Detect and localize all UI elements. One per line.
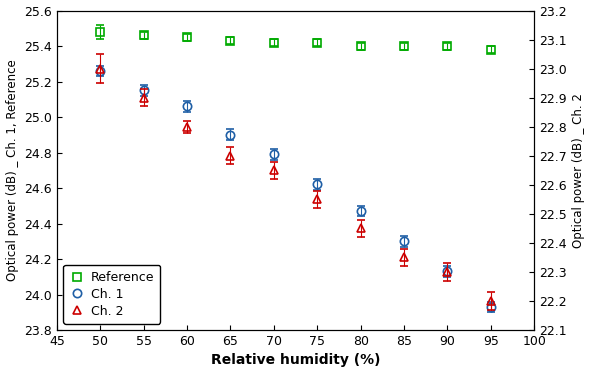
X-axis label: Relative humidity (%): Relative humidity (%) — [211, 354, 381, 367]
Y-axis label: Optical power (dB) _ Ch. 1, Reference: Optical power (dB) _ Ch. 1, Reference — [5, 59, 18, 281]
Legend: Reference, Ch. 1, Ch. 2: Reference, Ch. 1, Ch. 2 — [63, 265, 160, 324]
Y-axis label: Optical power (dB) _ Ch. 2: Optical power (dB) _ Ch. 2 — [573, 93, 586, 248]
